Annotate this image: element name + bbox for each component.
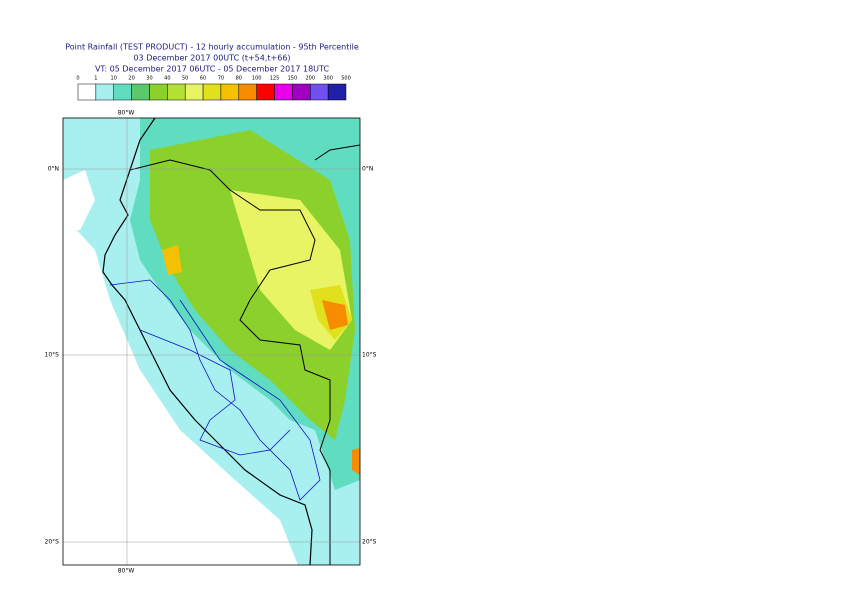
legend-label: 500 — [341, 76, 351, 82]
legend-label: 150 — [288, 76, 298, 82]
rain-orange-south — [352, 448, 360, 475]
coastline — [102, 117, 313, 566]
border-north — [314, 144, 361, 161]
legend-label: 60 — [200, 76, 206, 82]
rain-orange-north — [162, 245, 182, 275]
legend-label: 50 — [182, 76, 188, 82]
lat-label: 10°S — [362, 352, 377, 359]
legend-label: 70 — [218, 76, 224, 82]
regions-2 — [139, 329, 291, 456]
legend-label: 1 — [94, 76, 97, 82]
title-line: Point Rainfall (TEST PRODUCT) - 12 hourl… — [65, 43, 359, 52]
legend-swatch — [292, 83, 311, 101]
legend-swatch — [238, 83, 257, 101]
ocean-dry — [63, 215, 298, 565]
map-frame — [62, 117, 361, 566]
legend-label: 200 — [305, 76, 315, 82]
lat-label: 20°S — [362, 539, 377, 546]
border — [129, 159, 331, 565]
legend-swatch — [167, 83, 186, 101]
legend-label: 125 — [270, 76, 280, 82]
regions — [109, 279, 321, 501]
legend-swatch — [327, 83, 347, 101]
legend-swatch — [274, 83, 293, 101]
legend-swatch — [113, 83, 132, 101]
legend-swatch — [256, 83, 275, 101]
legend-swatch — [310, 83, 329, 101]
legend-label: 300 — [323, 76, 333, 82]
legend-label: 100 — [252, 76, 262, 82]
lon-label: 80°W — [118, 568, 135, 575]
legend-swatch — [220, 83, 240, 101]
legend-label: 10 — [111, 76, 117, 82]
legend-label: 30 — [146, 76, 152, 82]
legend-swatch — [77, 83, 97, 101]
lat-label: 20°S — [45, 539, 60, 546]
lon-label: 80°W — [118, 110, 135, 117]
legend-swatch — [202, 83, 222, 101]
legend-label: 20 — [128, 76, 134, 82]
title-line: 03 December 2017 00UTC (t+54,t+66) — [133, 54, 290, 63]
legend-label: 40 — [164, 76, 170, 82]
lat-label: 10°S — [45, 352, 60, 359]
ocean-dry-patch — [63, 170, 95, 230]
lat-label: 0°N — [48, 166, 59, 173]
rain-orange — [322, 300, 348, 330]
lat-label: 0°N — [362, 166, 373, 173]
legend-swatch — [95, 83, 114, 101]
title-line: VT: 05 December 2017 06UTC - 05 December… — [95, 65, 329, 74]
legend-swatch — [149, 83, 168, 101]
legend-swatch — [131, 83, 150, 101]
legend-label: 80 — [236, 76, 242, 82]
map-area — [63, 117, 361, 566]
legend-label: 0 — [76, 76, 79, 82]
legend-swatch — [184, 83, 204, 101]
